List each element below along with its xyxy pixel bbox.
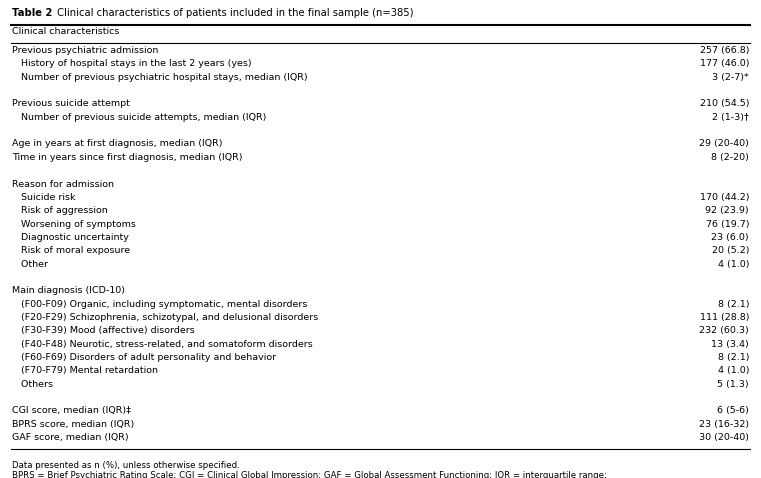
- Text: Diagnostic uncertainty: Diagnostic uncertainty: [12, 233, 129, 242]
- Text: 23 (16-32): 23 (16-32): [699, 420, 749, 429]
- Text: Clinical characteristics of patients included in the final sample (n=385): Clinical characteristics of patients inc…: [54, 8, 413, 18]
- Text: 170 (44.2): 170 (44.2): [699, 193, 749, 202]
- Text: (F30-F39) Mood (affective) disorders: (F30-F39) Mood (affective) disorders: [12, 326, 195, 336]
- Text: Data presented as n (%), unless otherwise specified.: Data presented as n (%), unless otherwis…: [12, 461, 240, 470]
- Text: 2 (1-3)†: 2 (1-3)†: [712, 113, 749, 122]
- Text: 8 (2.1): 8 (2.1): [718, 353, 749, 362]
- Text: Main diagnosis (ICD-10): Main diagnosis (ICD-10): [12, 286, 125, 295]
- Text: 3 (2-7)*: 3 (2-7)*: [712, 73, 749, 82]
- Text: 4 (1.0): 4 (1.0): [718, 367, 749, 375]
- Text: Clinical characteristics: Clinical characteristics: [12, 28, 119, 36]
- Text: 23 (6.0): 23 (6.0): [712, 233, 749, 242]
- Text: Table 2: Table 2: [12, 8, 53, 18]
- Text: Previous psychiatric admission: Previous psychiatric admission: [12, 46, 158, 55]
- Text: Risk of aggression: Risk of aggression: [12, 206, 108, 215]
- Text: (F00-F09) Organic, including symptomatic, mental disorders: (F00-F09) Organic, including symptomatic…: [12, 300, 307, 309]
- Text: Other: Other: [12, 260, 48, 269]
- Text: Number of previous suicide attempts, median (IQR): Number of previous suicide attempts, med…: [12, 113, 266, 122]
- Text: BPRS score, median (IQR): BPRS score, median (IQR): [12, 420, 134, 429]
- Text: Previous suicide attempt: Previous suicide attempt: [12, 99, 130, 109]
- Text: History of hospital stays in the last 2 years (yes): History of hospital stays in the last 2 …: [12, 59, 252, 68]
- Text: 8 (2-20): 8 (2-20): [711, 153, 749, 162]
- Text: 6 (5-6): 6 (5-6): [717, 406, 749, 415]
- Text: 29 (20-40): 29 (20-40): [699, 140, 749, 149]
- Text: 111 (28.8): 111 (28.8): [699, 313, 749, 322]
- Text: 13 (3.4): 13 (3.4): [712, 340, 749, 348]
- Text: 92 (23.9): 92 (23.9): [705, 206, 749, 215]
- Text: GAF score, median (IQR): GAF score, median (IQR): [12, 433, 129, 442]
- Text: (F40-F48) Neurotic, stress-related, and somatoform disorders: (F40-F48) Neurotic, stress-related, and …: [12, 340, 313, 348]
- Text: 30 (20-40): 30 (20-40): [699, 433, 749, 442]
- Text: 177 (46.0): 177 (46.0): [699, 59, 749, 68]
- Text: Worsening of symptoms: Worsening of symptoms: [12, 219, 136, 228]
- Text: Age in years at first diagnosis, median (IQR): Age in years at first diagnosis, median …: [12, 140, 222, 149]
- Text: Others: Others: [12, 380, 53, 389]
- Text: Suicide risk: Suicide risk: [12, 193, 75, 202]
- Text: 20 (5.2): 20 (5.2): [712, 246, 749, 255]
- Text: (F60-F69) Disorders of adult personality and behavior: (F60-F69) Disorders of adult personality…: [12, 353, 276, 362]
- Text: 4 (1.0): 4 (1.0): [718, 260, 749, 269]
- Text: 76 (19.7): 76 (19.7): [705, 219, 749, 228]
- Text: Risk of moral exposure: Risk of moral exposure: [12, 246, 130, 255]
- Text: 8 (2.1): 8 (2.1): [718, 300, 749, 309]
- Text: BPRS = Brief Psychiatric Rating Scale; CGI = Clinical Global Impression; GAF = G: BPRS = Brief Psychiatric Rating Scale; C…: [12, 471, 607, 478]
- Text: 5 (1.3): 5 (1.3): [718, 380, 749, 389]
- Text: 232 (60.3): 232 (60.3): [699, 326, 749, 336]
- Text: Time in years since first diagnosis, median (IQR): Time in years since first diagnosis, med…: [12, 153, 243, 162]
- Text: CGI score, median (IQR)‡: CGI score, median (IQR)‡: [12, 406, 131, 415]
- Text: Number of previous psychiatric hospital stays, median (IQR): Number of previous psychiatric hospital …: [12, 73, 307, 82]
- Text: (F70-F79) Mental retardation: (F70-F79) Mental retardation: [12, 367, 158, 375]
- Text: (F20-F29) Schizophrenia, schizotypal, and delusional disorders: (F20-F29) Schizophrenia, schizotypal, an…: [12, 313, 318, 322]
- Text: 210 (54.5): 210 (54.5): [699, 99, 749, 109]
- Text: Reason for admission: Reason for admission: [12, 180, 114, 188]
- Text: 257 (66.8): 257 (66.8): [699, 46, 749, 55]
